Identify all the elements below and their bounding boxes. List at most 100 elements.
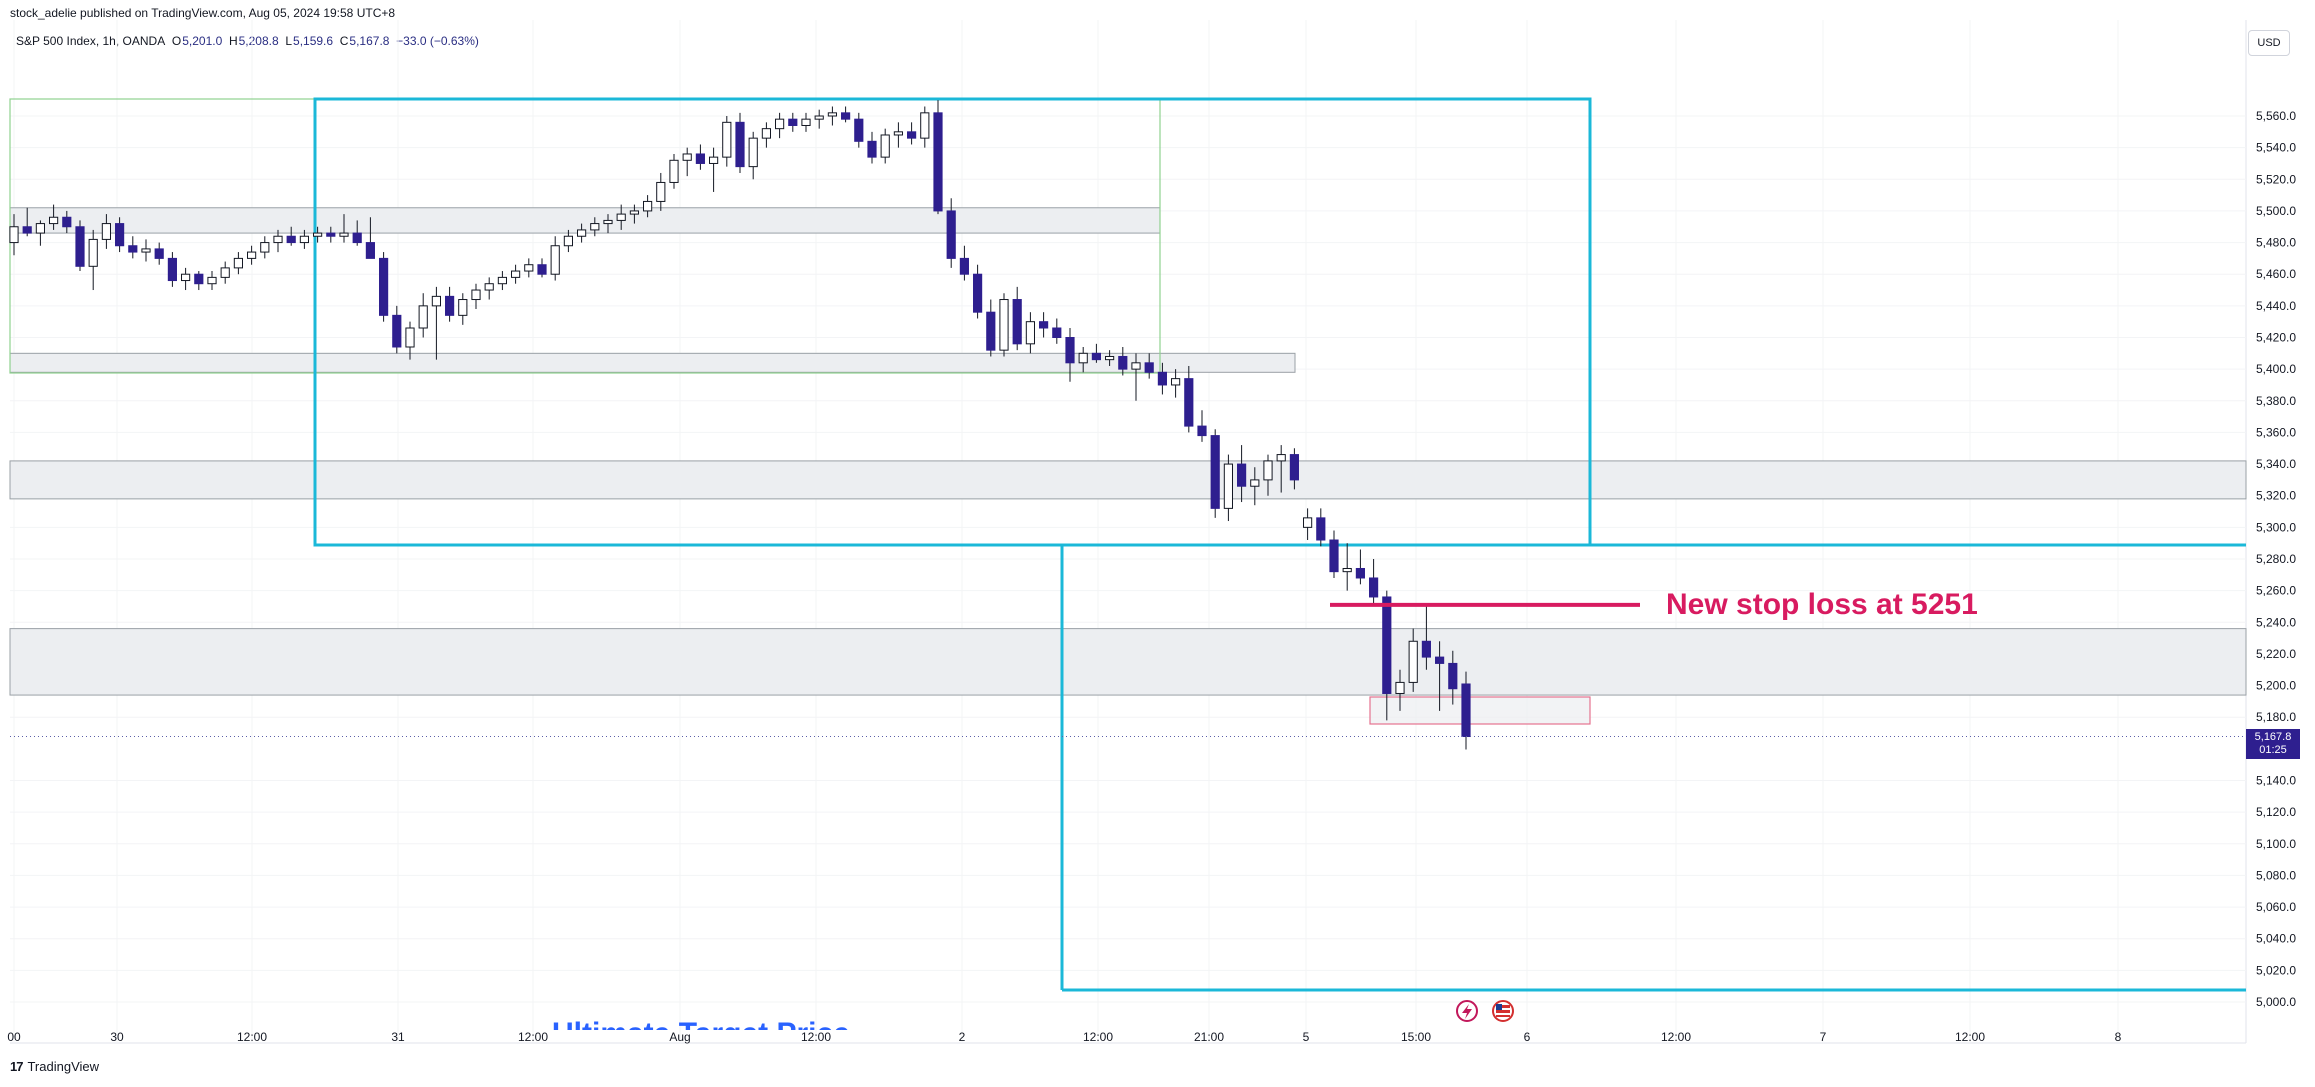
candle-up: [9, 214, 19, 256]
candle-down: [365, 217, 375, 259]
annotations: New stop loss at 5251 Ultimate Target Pri…: [10, 588, 2246, 1030]
y-tick-label: 5,400.0: [2256, 362, 2296, 376]
candle-body: [194, 273, 204, 285]
x-tick-label: 12:00: [1955, 1030, 1985, 1044]
price-axis[interactable]: 5,560.0 5,540.0 5,520.0 5,500.0 5,480.0 5,460…: [2256, 109, 2296, 1009]
candle-body: [1144, 362, 1154, 373]
candle-body: [431, 295, 441, 307]
candle-body: [247, 251, 257, 259]
candle-body: [35, 223, 45, 234]
candle-down: [788, 112, 798, 132]
candle-down: [194, 271, 204, 291]
y-tick-label: 5,320.0: [2256, 489, 2296, 503]
entry-box: [1369, 696, 1591, 725]
x-tick-label: 5: [1303, 1030, 1310, 1044]
candle-up: [299, 229, 309, 249]
candle-up: [999, 293, 1009, 357]
candle-body: [1461, 683, 1471, 738]
candle-body: [181, 273, 191, 282]
x-tick-label: 31: [391, 1030, 405, 1044]
candle-down: [735, 112, 745, 173]
candle-down: [352, 220, 362, 246]
sr-zone: [9, 352, 1296, 373]
candle-down: [959, 245, 969, 281]
candle-down: [1329, 530, 1339, 578]
candle-up: [629, 204, 639, 224]
y-tick-label: 5,140.0: [2256, 774, 2296, 788]
candle-up: [497, 271, 507, 291]
candle-body: [537, 264, 547, 275]
symbol-name[interactable]: S&P 500 Index, 1h, OANDA: [16, 34, 165, 48]
candle-body: [669, 159, 679, 183]
candle-up: [418, 293, 428, 338]
tradingview-logo-icon: 17: [10, 1059, 24, 1074]
candle-down: [379, 252, 389, 322]
y-tick-label: 5,180.0: [2256, 710, 2296, 724]
drawings: [9, 97, 2246, 992]
candle-body: [1263, 460, 1273, 481]
time-axis[interactable]: 00 30 12:00 31 12:00 Aug 12:00 2 12:00 21:00 5 15:0…: [7, 1000, 2122, 1044]
candle-up: [1342, 543, 1352, 591]
candle-body: [1316, 517, 1326, 541]
candle-body: [1197, 425, 1207, 437]
candle-body: [339, 232, 349, 237]
candle-body: [220, 267, 230, 278]
x-tick-label: 8: [2115, 1030, 2122, 1044]
candle-body: [1395, 681, 1405, 694]
y-tick-label: 5,340.0: [2256, 457, 2296, 471]
candle-up: [590, 217, 600, 237]
candle-body: [735, 121, 745, 168]
candle-up: [233, 252, 243, 275]
candle-body: [115, 223, 125, 247]
tradingview-logo[interactable]: 17 TradingView: [10, 1059, 99, 1074]
candle-body: [471, 289, 481, 301]
candle-up: [656, 172, 666, 211]
y-tick-label: 5,280.0: [2256, 552, 2296, 566]
candle-body: [1421, 640, 1431, 658]
candle-body: [616, 213, 626, 221]
candle-body: [1184, 378, 1194, 427]
y-tick-label: 5,500.0: [2256, 204, 2296, 218]
candle-down: [1039, 312, 1049, 338]
candle-up: [669, 153, 679, 189]
candle-up: [761, 122, 771, 148]
candle-down: [128, 236, 138, 259]
y-tick-label: 5,540.0: [2256, 141, 2296, 155]
candle-up: [563, 229, 573, 253]
candle-down: [1289, 448, 1299, 490]
candle-down: [854, 112, 864, 148]
candle-up: [1025, 312, 1035, 354]
candle-down: [115, 217, 125, 253]
close-label: C: [339, 34, 349, 48]
candle-body: [313, 232, 323, 237]
y-tick-label: 5,300.0: [2256, 520, 2296, 534]
y-tick-label: 5,100.0: [2256, 837, 2296, 851]
candle-up: [709, 147, 719, 192]
y-tick-label: 5,480.0: [2256, 236, 2296, 250]
bar-countdown: 01:25: [2259, 744, 2287, 756]
candle-body: [1342, 567, 1352, 573]
candle-body: [880, 134, 890, 158]
candle-up: [643, 195, 653, 218]
candle-up: [550, 236, 560, 281]
candle-down: [1421, 606, 1431, 670]
candle-body: [1052, 327, 1062, 338]
candle-up: [775, 112, 785, 139]
candle-body: [629, 210, 639, 215]
candle-down: [1118, 346, 1128, 376]
candle-body: [1448, 662, 1458, 690]
candle-body: [458, 299, 468, 316]
candle-up: [1131, 353, 1141, 401]
y-tick-label: 5,460.0: [2256, 267, 2296, 281]
candle-body: [1408, 640, 1418, 683]
candle-up: [1171, 369, 1181, 398]
y-tick-label: 5,200.0: [2256, 679, 2296, 693]
x-tick-label: Aug: [669, 1030, 690, 1044]
candle-body: [722, 121, 732, 158]
currency-button[interactable]: USD: [2248, 30, 2290, 56]
candle-body: [1237, 463, 1247, 487]
candle-up: [260, 236, 270, 259]
sr-zone: [9, 460, 2247, 500]
y-tick-label: 5,040.0: [2256, 932, 2296, 946]
